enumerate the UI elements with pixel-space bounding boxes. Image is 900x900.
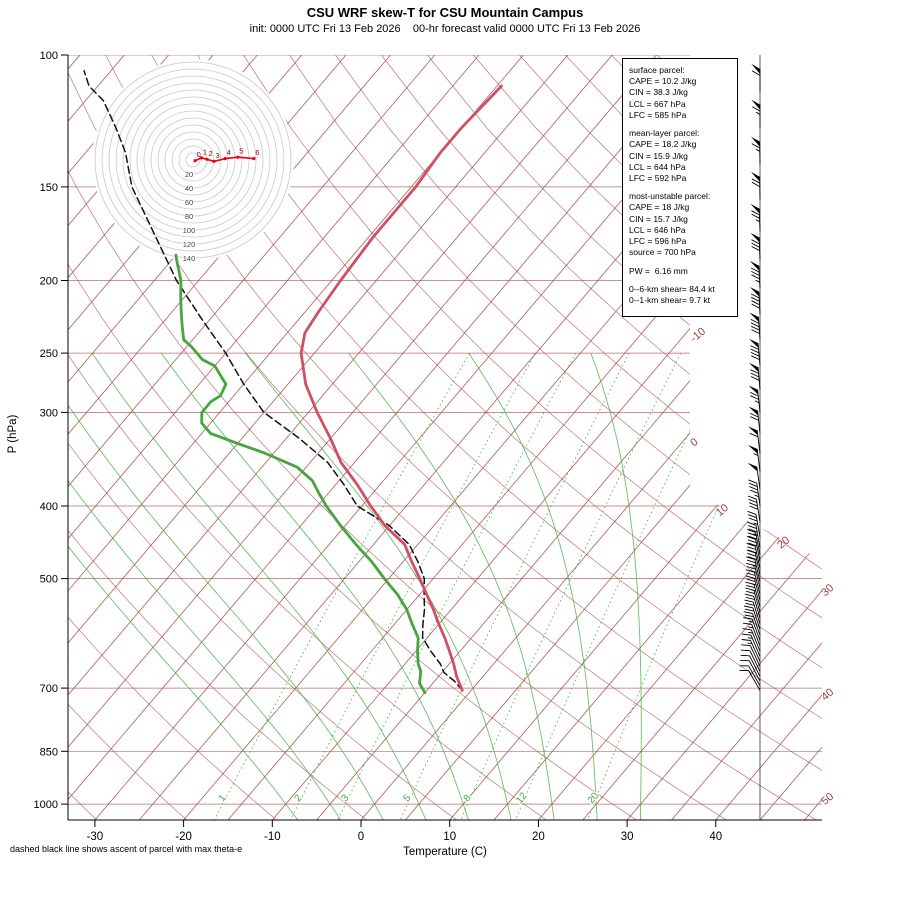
isotherm-labels: -10 0 10 20 30 40 50 bbox=[688, 325, 836, 807]
svg-text:140: 140 bbox=[183, 254, 196, 263]
pressure-tick-label: 250 bbox=[40, 348, 58, 360]
svg-text:50: 50 bbox=[819, 791, 836, 808]
info-section: 0--6-km shear= 84.4 kt 0--1-km shear= 9.7… bbox=[629, 284, 732, 306]
pressure-tick-label: 150 bbox=[40, 182, 58, 194]
info-section-title: mean-layer parcel: bbox=[629, 128, 700, 139]
info-line: source = 700 hPa bbox=[629, 247, 696, 258]
pressure-tick-label: 200 bbox=[40, 276, 58, 288]
info-line: LFC = 592 hPa bbox=[629, 172, 687, 183]
svg-text:60: 60 bbox=[185, 198, 193, 207]
info-line: CAPE = 18 J/kg bbox=[629, 202, 690, 213]
moist-adiabat-lines bbox=[68, 352, 642, 820]
info-section-title: PW = 6.16 mm bbox=[629, 265, 688, 276]
temperature-tick-label: -20 bbox=[175, 831, 192, 843]
footnote: dashed black line shows ascent of parcel… bbox=[10, 844, 243, 854]
pressure-tick-label: 850 bbox=[40, 746, 58, 758]
svg-text:1: 1 bbox=[217, 792, 229, 804]
info-line: 0--1-km shear= 9.7 kt bbox=[629, 294, 711, 305]
info-section: most-unstable parcel: CAPE = 18 J/kg CIN =… bbox=[629, 191, 732, 258]
info-line: CAPE = 18.2 J/kg bbox=[629, 139, 697, 150]
info-section: mean-layer parcel: CAPE = 18.2 J/kg CIN = … bbox=[629, 128, 732, 184]
temperature-tick-label: 20 bbox=[532, 831, 545, 843]
info-line: LCL = 667 hPa bbox=[629, 98, 686, 109]
svg-text:120: 120 bbox=[183, 240, 196, 249]
parcel-info-box: surface parcel: CAPE = 10.2 J/kg CIN = 38.… bbox=[622, 58, 738, 318]
x-axis-label: Temperature (C) bbox=[403, 846, 487, 858]
info-line: CIN = 38.3 J/kg bbox=[629, 87, 688, 98]
svg-text:5: 5 bbox=[239, 147, 243, 156]
svg-text:2: 2 bbox=[292, 792, 304, 804]
svg-text:100: 100 bbox=[183, 226, 196, 235]
svg-text:80: 80 bbox=[185, 212, 193, 221]
temperature-curve bbox=[299, 84, 503, 692]
info-section-title: surface parcel: bbox=[629, 65, 685, 75]
svg-text:30: 30 bbox=[819, 582, 836, 599]
info-line: CIN = 15.9 J/kg bbox=[629, 150, 688, 161]
dewpoint-curve bbox=[174, 253, 427, 695]
pressure-tick-label: 300 bbox=[40, 407, 58, 419]
temperature-tick-label: 40 bbox=[709, 831, 722, 843]
info-section: PW = 6.16 mm bbox=[629, 266, 732, 277]
svg-text:0: 0 bbox=[197, 150, 201, 159]
svg-text:20: 20 bbox=[775, 534, 792, 551]
svg-text:6: 6 bbox=[255, 148, 259, 157]
svg-text:3: 3 bbox=[216, 151, 220, 160]
info-section-title: most-unstable parcel: bbox=[629, 191, 711, 202]
info-line: CAPE = 10.2 J/kg bbox=[629, 76, 697, 87]
info-line: 0--6-km shear= 84.4 kt bbox=[629, 283, 715, 294]
temperature-tick-label: 10 bbox=[443, 831, 456, 843]
pressure-tick-label: 500 bbox=[40, 574, 58, 586]
svg-text:20: 20 bbox=[185, 170, 193, 179]
svg-text:-10: -10 bbox=[688, 325, 708, 344]
pressure-tick-label: 1000 bbox=[34, 799, 58, 811]
isobar-lines bbox=[68, 55, 822, 805]
temperature-tick-label: 30 bbox=[621, 831, 634, 843]
chart-subtitle: init: 0000 UTC Fri 13 Feb 2026 00-hr for… bbox=[249, 23, 641, 35]
y-axis-label: P (hPa) bbox=[7, 414, 19, 454]
svg-text:10: 10 bbox=[714, 502, 731, 519]
temperature-tick-label: -10 bbox=[264, 831, 281, 843]
info-line: LFC = 585 hPa bbox=[629, 109, 687, 120]
pressure-tick-label: 100 bbox=[40, 50, 58, 62]
svg-text:4: 4 bbox=[227, 148, 231, 157]
parcel-ascent-curve bbox=[83, 70, 464, 692]
temperature-tick-label: -30 bbox=[87, 831, 104, 843]
svg-text:0: 0 bbox=[688, 436, 700, 449]
pressure-tick-label: 400 bbox=[40, 501, 58, 513]
temperature-tick-label: 0 bbox=[358, 831, 364, 843]
mixing-ratio-lines bbox=[213, 352, 789, 820]
info-line: LCL = 644 hPa bbox=[629, 161, 686, 172]
pressure-tick-label: 700 bbox=[40, 683, 58, 695]
wind-barbs bbox=[739, 55, 761, 820]
svg-text:40: 40 bbox=[185, 184, 193, 193]
info-line: LCL = 646 hPa bbox=[629, 224, 686, 235]
svg-text:40: 40 bbox=[819, 686, 836, 703]
info-line: CIN = 15.7 J/kg bbox=[629, 213, 688, 224]
svg-text:1: 1 bbox=[203, 147, 207, 156]
info-line: LFC = 596 hPa bbox=[629, 236, 687, 247]
info-section: surface parcel: CAPE = 10.2 J/kg CIN = 38.… bbox=[629, 65, 732, 121]
svg-text:2: 2 bbox=[209, 149, 213, 158]
chart-title: CSU WRF skew-T for CSU Mountain Campus bbox=[306, 5, 584, 20]
